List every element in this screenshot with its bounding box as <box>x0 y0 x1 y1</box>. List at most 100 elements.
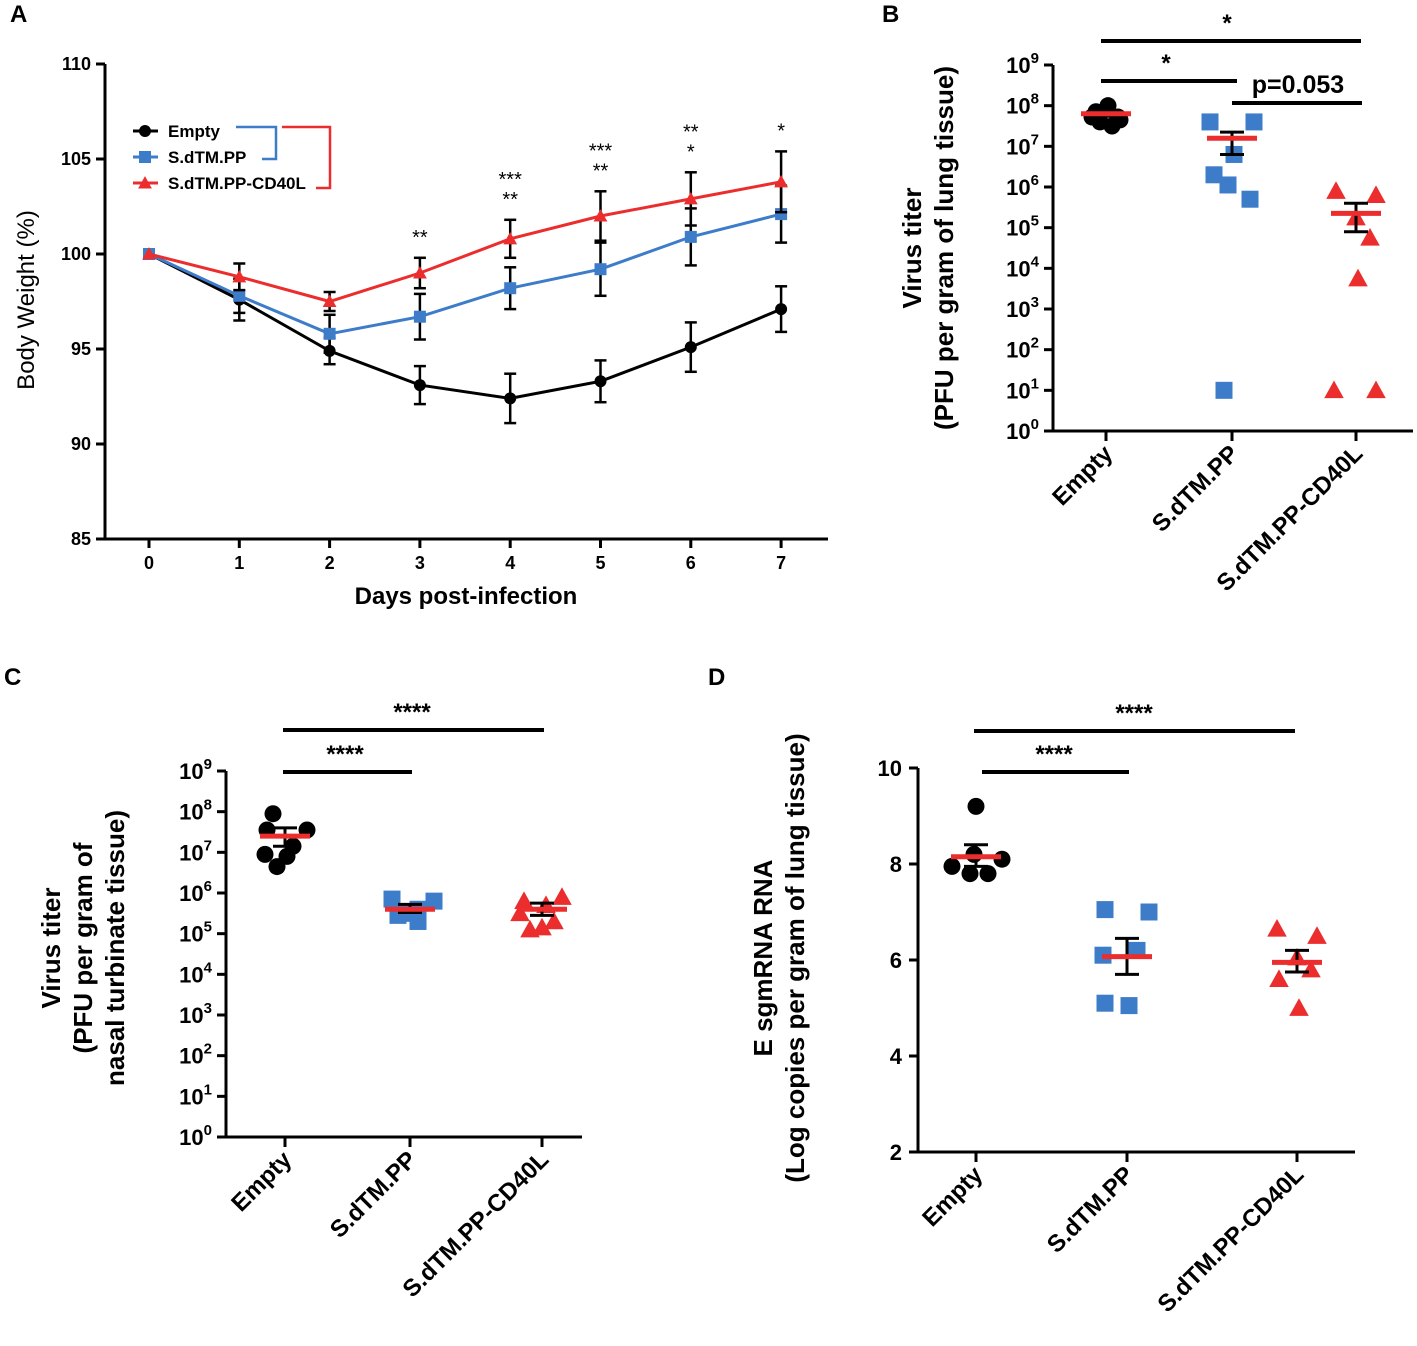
data-point <box>1289 998 1309 1016</box>
data-point <box>323 327 336 340</box>
tick-exponent: 7 <box>1031 131 1039 148</box>
panel-a-body-weight-chart: 85 90 95 100 105 110 0 1 2 3 4 5 6 7 Days post-infecti… <box>13 54 828 610</box>
legend-label: S.dTM.PP-CD40L <box>168 174 306 193</box>
group-empty <box>943 797 1011 883</box>
data-point <box>544 911 564 930</box>
data-point <box>520 919 540 938</box>
tick-base: 10 <box>179 881 203 906</box>
y-tick-label: 103 <box>179 1000 212 1028</box>
tick-exponent: 3 <box>1031 294 1039 311</box>
y-tick-label: 95 <box>71 339 91 359</box>
y-axis-title-line: (PFU per gram of lung tissue) <box>929 66 959 430</box>
data-point <box>409 912 427 930</box>
group-s-dtm-pp-cd40l <box>510 887 572 938</box>
data-point <box>413 379 426 392</box>
y-tick-label: 109 <box>179 756 212 784</box>
y-tick-label: 107 <box>1006 131 1039 159</box>
significance-label: *** <box>589 140 613 162</box>
x-category-label: Empty <box>917 1161 988 1232</box>
y-tick-label: 104 <box>1006 253 1039 281</box>
y-tick-label: 85 <box>71 529 91 549</box>
x-axis-title: Days post-infection <box>355 583 578 610</box>
y-tick-label: 104 <box>179 959 212 987</box>
legend-bracket-red <box>282 125 332 190</box>
series-line <box>148 252 782 400</box>
y-axis-title-line: nasal turbinate tissue) <box>100 810 130 1086</box>
tick-exponent: 9 <box>204 756 212 773</box>
tick-base: 10 <box>179 759 203 784</box>
x-tick-label: 7 <box>776 553 786 573</box>
data-point <box>383 890 401 908</box>
data-point <box>425 892 443 910</box>
data-point <box>593 209 608 222</box>
data-point <box>1219 176 1237 194</box>
data-point <box>552 887 572 905</box>
data-point <box>1205 166 1223 184</box>
y-tick-label: 101 <box>179 1081 212 1109</box>
tick-exponent: 3 <box>204 1000 212 1017</box>
y-tick-label: 109 <box>1006 50 1039 78</box>
tick-base: 10 <box>179 1044 203 1069</box>
data-point <box>268 858 286 876</box>
group-s-dtm-pp-cd40l <box>1324 181 1386 399</box>
data-point <box>504 282 517 295</box>
data-point <box>1269 969 1289 988</box>
x-category-label: S.dTM.PP <box>1147 440 1244 537</box>
tick-exponent: 0 <box>1031 416 1039 433</box>
data-point <box>1241 190 1259 208</box>
data-point <box>322 294 337 308</box>
legend-marker <box>139 125 151 137</box>
data-point <box>961 865 979 883</box>
tick-base: 10 <box>1006 338 1030 363</box>
data-point <box>774 174 788 188</box>
legend: Empty S.dTM.PP S.dTM.PP-CD40L <box>133 122 332 193</box>
tick-base: 10 <box>179 962 203 987</box>
x-category-label: Empty <box>1047 440 1118 511</box>
tick-base: 10 <box>1006 297 1030 322</box>
data-point <box>1215 381 1233 399</box>
legend-marker <box>138 176 152 189</box>
tick-exponent: 2 <box>204 1041 212 1058</box>
panel-letter-c: C <box>4 664 21 691</box>
data-point <box>1324 380 1344 399</box>
data-point <box>413 266 427 279</box>
data-point <box>1245 113 1263 131</box>
group-s-dtm-pp <box>1094 901 1158 1015</box>
x-tick-label: 1 <box>234 553 244 573</box>
group-empty <box>1081 97 1131 135</box>
tick-base: 10 <box>1006 378 1030 403</box>
data-point <box>1120 997 1138 1015</box>
legend-label: Empty <box>168 122 221 141</box>
y-tick-label: 100 <box>179 1122 212 1150</box>
tick-base: 10 <box>179 840 203 865</box>
tick-base: 10 <box>1006 175 1030 200</box>
group-empty <box>256 805 316 876</box>
panel-letter-b: B <box>882 1 899 28</box>
y-tick-label: 4 <box>890 1044 903 1069</box>
panel-letter-a: A <box>10 1 27 28</box>
data-point <box>232 269 247 283</box>
tick-base: 10 <box>179 800 203 825</box>
tick-base: 10 <box>1006 134 1030 159</box>
x-tick-label: 5 <box>595 553 605 573</box>
data-point <box>256 845 274 863</box>
significance-label: * <box>1161 50 1171 77</box>
series-line <box>148 212 782 336</box>
tick-base: 10 <box>179 1084 203 1109</box>
group-s-dtm-pp <box>383 890 443 930</box>
y-axis-title-line: (Log copies per gram of lung tissue) <box>780 733 810 1182</box>
data-point <box>510 903 530 922</box>
data-point <box>594 375 607 388</box>
data-point <box>1307 926 1327 944</box>
y-tick-label: 102 <box>179 1041 212 1069</box>
significance-label: * <box>777 120 785 142</box>
y-tick-label: 107 <box>179 837 212 865</box>
y-axis-title: Body Weight (%) <box>13 210 40 390</box>
data-point <box>1267 919 1287 937</box>
data-point <box>264 805 282 823</box>
x-category-label: S.dTM.PP-CD40L <box>397 1146 554 1303</box>
y-tick-label: 101 <box>1006 375 1039 403</box>
y-tick-label: 90 <box>71 434 91 454</box>
